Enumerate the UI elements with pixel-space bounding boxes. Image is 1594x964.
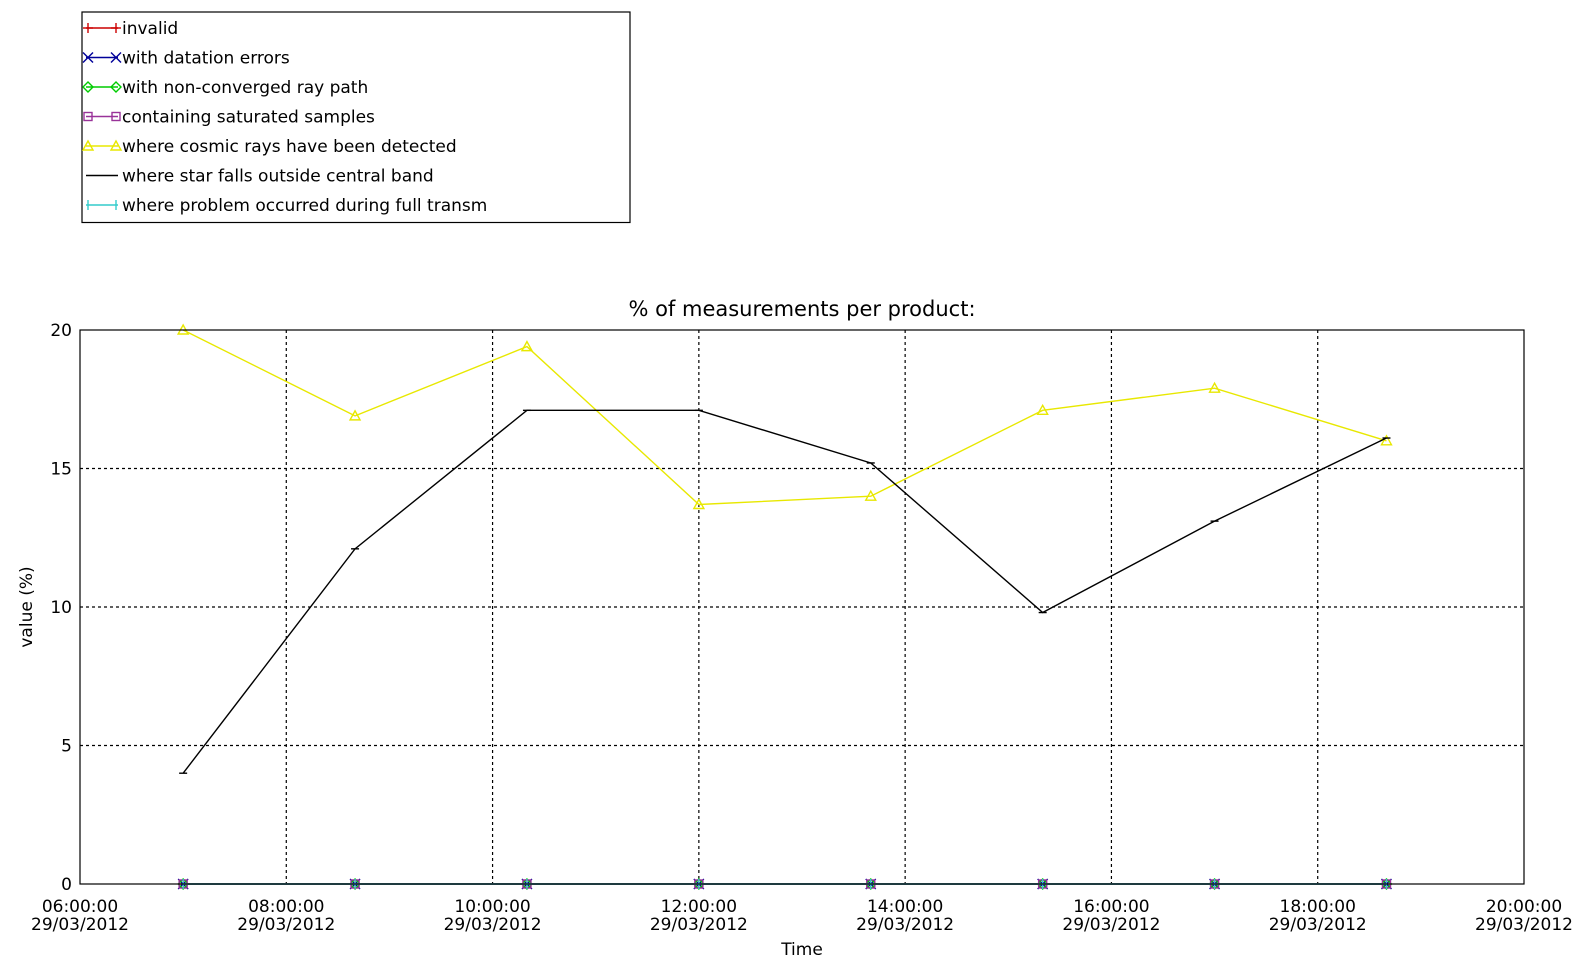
- x-tick-label-date: 29/03/2012: [31, 915, 129, 935]
- series-line: [182, 409, 1387, 774]
- legend-marker: [111, 23, 121, 33]
- data-point: [692, 498, 706, 510]
- legend-item: with non-converged ray path: [82, 78, 368, 98]
- x-tick-label-time: 20:00:00: [1486, 897, 1562, 917]
- legend-item: where star falls outside central band: [86, 167, 434, 187]
- y-axis: 0 5 10 15 20: [50, 321, 72, 895]
- series-where-star-falls-outside-central-band: [179, 409, 1391, 774]
- legend-label: invalid: [122, 19, 178, 39]
- legend-label: where problem occurred during full trans…: [122, 196, 487, 216]
- plot-area: [79, 329, 1525, 885]
- chart-title: % of measurements per product:: [628, 297, 975, 321]
- x-tick-label-time: 10:00:00: [454, 897, 530, 917]
- x-tick-label-date: 29/03/2012: [1062, 915, 1160, 935]
- data-point: [520, 340, 534, 352]
- y-tick-label: 10: [50, 598, 72, 618]
- y-axis-title: value (%): [17, 566, 37, 647]
- legend-marker: [82, 81, 94, 93]
- legend-label: with non-converged ray path: [122, 78, 368, 98]
- legend-label: with datation errors: [122, 49, 290, 69]
- x-tick-label-time: 06:00:00: [42, 897, 118, 917]
- grid: [80, 330, 1524, 884]
- legend-label: where star falls outside central band: [122, 167, 434, 187]
- x-tick-label-time: 08:00:00: [248, 897, 324, 917]
- x-tick-label-date: 29/03/2012: [650, 915, 748, 935]
- x-tick-label-date: 29/03/2012: [444, 915, 542, 935]
- legend-marker: [109, 139, 123, 151]
- x-tick-label-date: 29/03/2012: [1269, 915, 1367, 935]
- legend-item: where cosmic rays have been detected: [81, 137, 457, 157]
- legend: invalid with datation errors with non-conv…: [81, 11, 631, 224]
- x-tick-label-date: 29/03/2012: [237, 915, 335, 935]
- y-tick-label: 20: [50, 321, 72, 341]
- data-point: [864, 489, 877, 501]
- legend-item: where problem occurred during full trans…: [86, 196, 487, 216]
- legend-marker: [81, 139, 95, 151]
- data-point: [1208, 381, 1221, 393]
- series-line: [182, 329, 1387, 506]
- x-tick-label-date: 29/03/2012: [856, 915, 954, 935]
- x-tick-label-time: 12:00:00: [661, 897, 737, 917]
- data-point: [348, 409, 362, 421]
- legend-item: with datation errors: [82, 49, 290, 69]
- x-axis-title: Time: [780, 940, 823, 960]
- data-point: [1036, 403, 1049, 416]
- legend-marker: [110, 52, 122, 63]
- legend-item: containing saturated samples: [83, 108, 375, 128]
- y-tick-label: 0: [61, 875, 72, 895]
- x-tick-label-date: 29/03/2012: [1475, 915, 1573, 935]
- x-tick-label-time: 14:00:00: [867, 897, 943, 917]
- y-tick-label: 5: [61, 737, 72, 757]
- x-axis: 06:00:0029/03/201208:00:0029/03/201210:0…: [31, 897, 1573, 935]
- x-tick-label-time: 18:00:00: [1280, 897, 1356, 917]
- legend-marker: [111, 111, 121, 122]
- legend-box: [81, 11, 631, 224]
- x-tick-label-time: 16:00:00: [1073, 897, 1149, 917]
- legend-marker: [82, 52, 94, 63]
- y-tick-label: 15: [50, 460, 72, 480]
- series-where-cosmic-rays-have-been-detected: [176, 323, 1393, 510]
- legend-marker: [83, 23, 93, 33]
- legend-marker: [110, 81, 122, 93]
- legend-marker: [83, 111, 93, 122]
- legend-item: invalid: [83, 19, 178, 39]
- data-point: [1380, 434, 1393, 446]
- legend-label: containing saturated samples: [122, 108, 375, 128]
- legend-label: where cosmic rays have been detected: [122, 137, 457, 157]
